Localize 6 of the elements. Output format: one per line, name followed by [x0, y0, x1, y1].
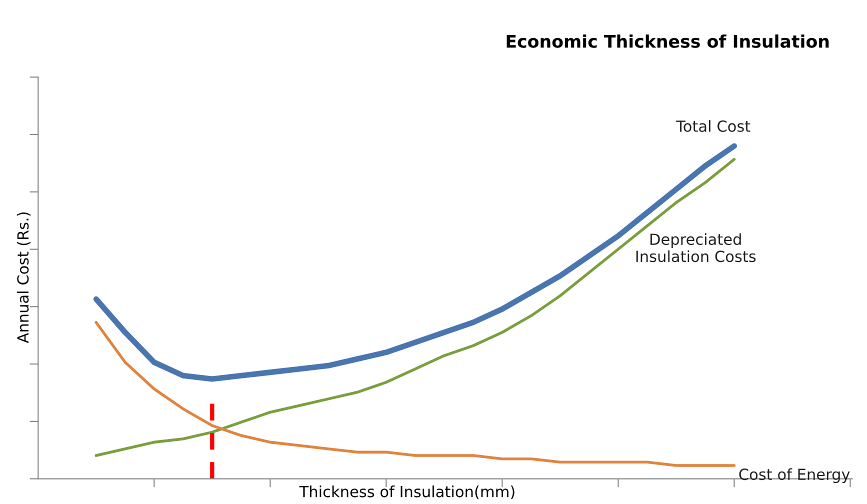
x-axis-title: Thickness of Insulation(mm) [299, 486, 514, 500]
y-axis-title: Annual Cost (Rs.) [16, 212, 31, 344]
series-label: Depreciated Insulation Costs [636, 233, 756, 262]
series-label: Cost of Energy [739, 468, 850, 484]
series-label: Total Cost [676, 120, 750, 132]
chart-title: Economic Thickness of Insulation [506, 34, 829, 48]
